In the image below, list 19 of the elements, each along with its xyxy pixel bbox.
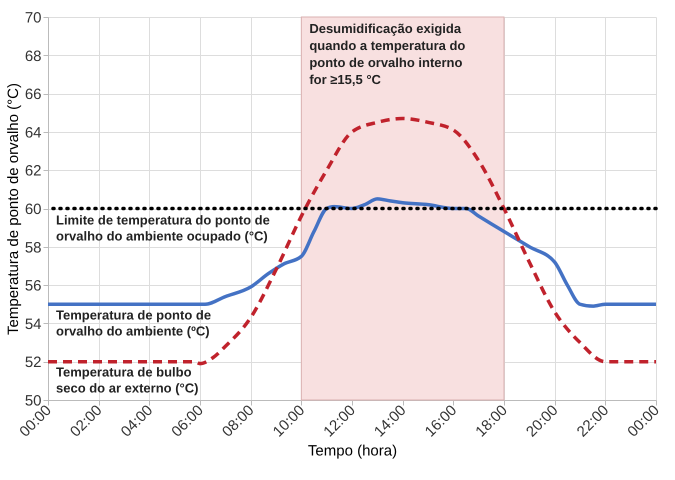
y-axis-title: Temperatura de ponto de orvalho (°C): [4, 83, 22, 335]
y-tick-label: 68: [24, 48, 42, 65]
y-tick-label: 60: [24, 201, 42, 218]
band-label: Desumidificação exigida quando a temperatura do ponto de orvalho interno for ≥15,5 °C: [309, 21, 466, 87]
series-label: Temperatura de bulbo seco do ar externo (°C): [56, 364, 198, 396]
x-axis-title: Tempo (hora): [308, 442, 398, 460]
y-tick-label: 50: [24, 392, 42, 410]
y-tick-label: 58: [24, 239, 42, 256]
y-tick-label: 54: [24, 316, 42, 333]
y-tick-label: 66: [24, 86, 42, 104]
ref-line-label: Limite de temperatura do ponto de orvalho do ambiente ocupado (°C): [56, 212, 270, 244]
y-tick-label: 64: [24, 124, 42, 142]
y-tick-label: 62: [24, 162, 42, 180]
series-label: Temperatura de ponto de orvalho do ambiente (ºC): [56, 307, 212, 338]
y-tick-label: 52: [24, 354, 42, 372]
line-series: [46, 197, 658, 308]
line-series: [46, 116, 658, 366]
y-tick-label: 56: [24, 278, 42, 295]
y-tick-label: 70: [24, 10, 42, 26]
